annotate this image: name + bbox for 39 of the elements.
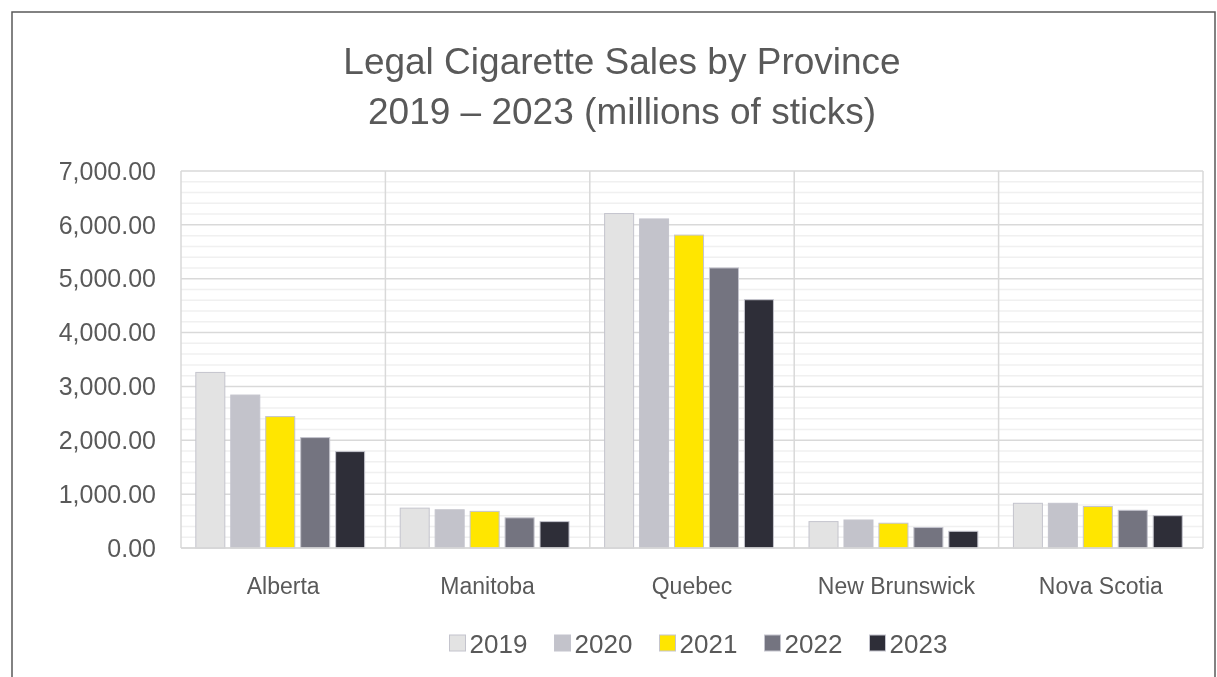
bar: [300, 437, 331, 549]
y-tick-label: 1,000.00: [58, 479, 156, 508]
bar: [504, 517, 535, 549]
bar: [1117, 509, 1148, 549]
bar: [1082, 506, 1113, 549]
x-tick-label: Manitoba: [440, 573, 536, 599]
y-tick-label: 2,000.00: [58, 426, 156, 455]
y-tick-label: 3,000.00: [58, 372, 156, 401]
y-tick-label: 0.00: [107, 533, 156, 562]
bar: [1047, 502, 1078, 549]
bar: [335, 451, 366, 549]
x-tick-label: Nova Scotia: [1038, 573, 1164, 599]
y-tick-label: 4,000.00: [58, 318, 156, 347]
bar: [948, 530, 979, 549]
bar: [230, 394, 261, 549]
chart-title: Legal Cigarette Sales by Province 2019 – 2023 (millions of sticks): [343, 41, 901, 132]
bar: [434, 509, 465, 549]
bar: [743, 299, 774, 549]
y-tick-label: 6,000.00: [58, 210, 156, 239]
x-tick-label: New Brunswick: [817, 573, 976, 599]
legend-label: 2023: [889, 629, 948, 660]
bar: [708, 267, 739, 549]
bar: [674, 234, 705, 549]
bar: [878, 522, 909, 549]
bar: [843, 519, 874, 549]
y-tick-label: 7,000.00: [58, 156, 156, 185]
y-tick-label: 5,000.00: [58, 264, 156, 293]
bar: [1152, 515, 1183, 549]
legend-label: 2021: [679, 629, 738, 660]
bar: [469, 510, 500, 549]
x-tick-label: Quebec: [651, 573, 733, 599]
bar: [265, 416, 296, 549]
bar: [539, 521, 570, 549]
legend-label: 2020: [574, 629, 633, 660]
x-tick-label: Alberta: [246, 573, 320, 599]
bar: [913, 527, 944, 549]
legend-label: 2019: [469, 629, 528, 660]
legend-label: 2022: [784, 629, 843, 660]
bar: [639, 218, 670, 549]
